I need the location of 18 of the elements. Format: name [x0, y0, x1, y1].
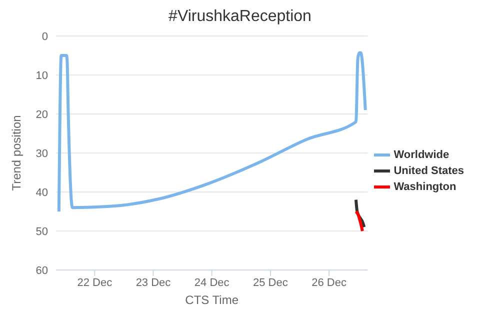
y-tick-label: 30 — [36, 148, 48, 160]
y-axis-title: Trend position — [9, 115, 24, 191]
y-tick-label: 40 — [36, 186, 48, 199]
chart-title: #VirushkaReception — [168, 8, 312, 27]
x-tick-label: 24 Dec — [194, 276, 230, 289]
y-tick-label: 10 — [36, 70, 48, 82]
x-tick-label: 23 Dec — [136, 276, 172, 289]
y-tick-label: 60 — [36, 264, 48, 277]
legend-label: Worldwide — [394, 149, 450, 161]
x-axis-title: CTS Time — [185, 293, 239, 307]
y-tick-label: 0 — [42, 30, 48, 43]
y-tick-label: 20 — [36, 108, 48, 121]
x-tick-label: 22 Dec — [77, 276, 113, 289]
y-tick-label: 50 — [36, 226, 48, 238]
legend-label: United States — [394, 165, 464, 177]
legend-label: Washington — [394, 181, 456, 193]
x-tick-label: 25 Dec — [253, 276, 288, 289]
x-tick-label: 26 Dec — [312, 276, 347, 289]
